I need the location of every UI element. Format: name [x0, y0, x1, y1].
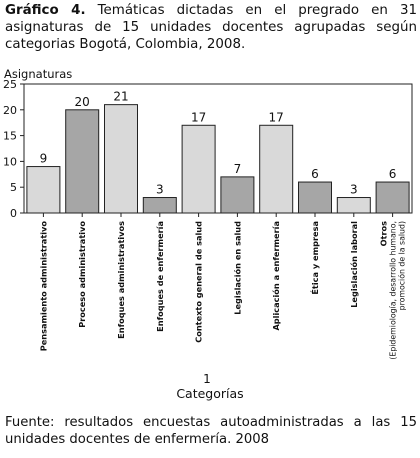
y-tick-label: 15 [3, 130, 17, 143]
x-category-label: Enfoques administrativos [116, 221, 126, 339]
bar [375, 181, 410, 214]
chart-bars [26, 104, 410, 214]
chart-axes [20, 83, 413, 217]
data-label: 17 [191, 110, 206, 124]
y-tick-label: 20 [3, 104, 17, 117]
x-category-label: Pensamiento administrativo [38, 221, 48, 352]
figure-caption: Gráfico 4. Temáticas dictadas en el preg… [5, 2, 417, 53]
x-category-label: Otros [379, 221, 389, 247]
x-category-label: (Epidemiología, desarrollo humano, [389, 221, 398, 360]
x-axis-title: Categorías [176, 386, 243, 401]
x-category-label: Proceso administrativo [77, 221, 87, 328]
x-category-label: Contexto general de salud [194, 221, 204, 343]
y-tick-label: 0 [10, 207, 17, 220]
x-axis-number: 1 [203, 372, 211, 386]
bar [26, 166, 61, 214]
data-label: 20 [75, 95, 90, 109]
bar [142, 197, 177, 214]
y-tick-label: 10 [3, 155, 17, 168]
bar [181, 124, 216, 214]
data-label: 6 [389, 167, 397, 181]
data-label: 9 [40, 152, 48, 166]
bar [65, 109, 100, 214]
y-axis-title: Asignaturas [4, 67, 72, 81]
bar [220, 176, 255, 214]
x-category-label: Aplicación a enfermería [271, 221, 281, 331]
data-label: 17 [269, 110, 284, 124]
data-label: 21 [113, 90, 128, 104]
bar [259, 124, 294, 214]
x-category-label: Legislación en salud [232, 221, 242, 315]
data-label: 3 [156, 183, 164, 197]
bar [298, 181, 332, 214]
plot-frame [23, 83, 413, 214]
figure-caption-text: Temáticas dictadas en el pregrado en 31 … [5, 3, 417, 52]
bar [104, 104, 138, 214]
x-category-label: Ética y empresa [309, 221, 320, 295]
data-label: 6 [311, 167, 319, 181]
figure-label: Gráfico 4. [5, 3, 86, 18]
y-tick-label: 5 [10, 181, 17, 194]
figure-source: Fuente: resultados encuestas autoadminis… [5, 415, 417, 447]
x-category-label: Enfoques de enfermería [155, 221, 165, 332]
x-category-label: Legislación laboral [349, 221, 359, 308]
data-label: 7 [234, 162, 242, 176]
bar [336, 197, 371, 214]
y-tick-label: 25 [3, 78, 17, 91]
data-label: 3 [350, 183, 358, 197]
x-category-label: promoción de la salud) [398, 221, 407, 310]
